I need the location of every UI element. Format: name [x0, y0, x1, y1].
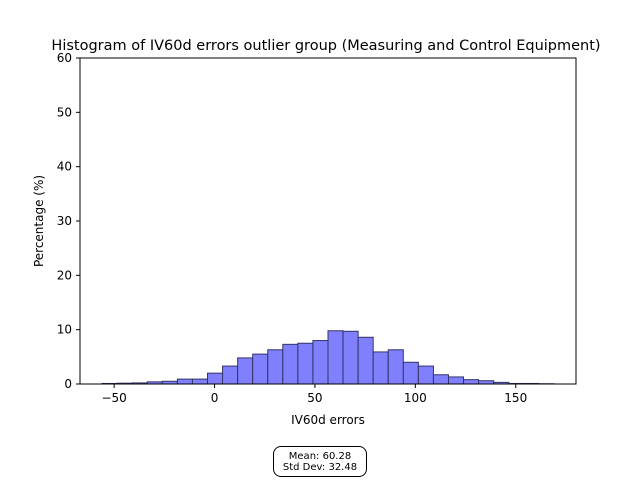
histogram-bar-6 — [191, 378, 209, 385]
bars-group — [101, 330, 555, 385]
histogram-bar-16 — [342, 330, 359, 385]
y-tick-label: 60 — [57, 51, 72, 65]
x-tick-label: −50 — [101, 391, 126, 405]
histogram-bar-21 — [417, 365, 434, 385]
histogram-bar-15 — [327, 330, 344, 385]
y-tick-label: 20 — [57, 268, 72, 282]
x-tick-label: 100 — [404, 391, 427, 405]
std-dev-stat: Std Dev: 32.48 — [282, 462, 358, 473]
histogram-bar-22 — [432, 374, 449, 385]
histogram-bar-23 — [447, 376, 465, 385]
histogram-bar-8 — [222, 365, 239, 385]
histogram-bar-7 — [207, 372, 224, 385]
y-axis-label: Percentage (%) — [32, 175, 46, 267]
mean-stat: Mean: 60.28 — [288, 451, 352, 462]
y-tick-label: 30 — [57, 214, 72, 228]
y-tick-label: 40 — [57, 160, 72, 174]
histogram-bar-13 — [297, 342, 314, 385]
y-tick-label: 50 — [57, 105, 72, 119]
x-tick-label: 150 — [504, 391, 527, 405]
histogram-bar-5 — [176, 378, 193, 385]
histogram-bar-11 — [267, 349, 284, 385]
x-tick-label: 0 — [211, 391, 219, 405]
histogram-bar-20 — [402, 361, 419, 385]
histogram-bar-18 — [372, 351, 389, 385]
histogram-bar-17 — [357, 336, 374, 385]
y-tick-label: 0 — [64, 377, 72, 391]
histogram-bar-9 — [237, 357, 254, 385]
x-tick-label: 50 — [307, 391, 322, 405]
y-tick-label: 10 — [57, 323, 72, 337]
x-axis-label: IV60d errors — [291, 413, 365, 427]
axes-group: −50 0 50 100 150 0 10 20 30 40 50 60 — [57, 51, 577, 405]
chart-title: Histogram of IV60d errors outlier group … — [51, 38, 600, 54]
histogram-bar-14 — [312, 340, 329, 385]
stats-box: Mean: 60.28 Std Dev: 32.48 — [273, 446, 367, 477]
histogram-bar-24 — [463, 379, 480, 385]
histogram-bar-10 — [252, 353, 269, 385]
histogram-bar-12 — [282, 343, 299, 385]
histogram-bar-19 — [387, 349, 404, 385]
